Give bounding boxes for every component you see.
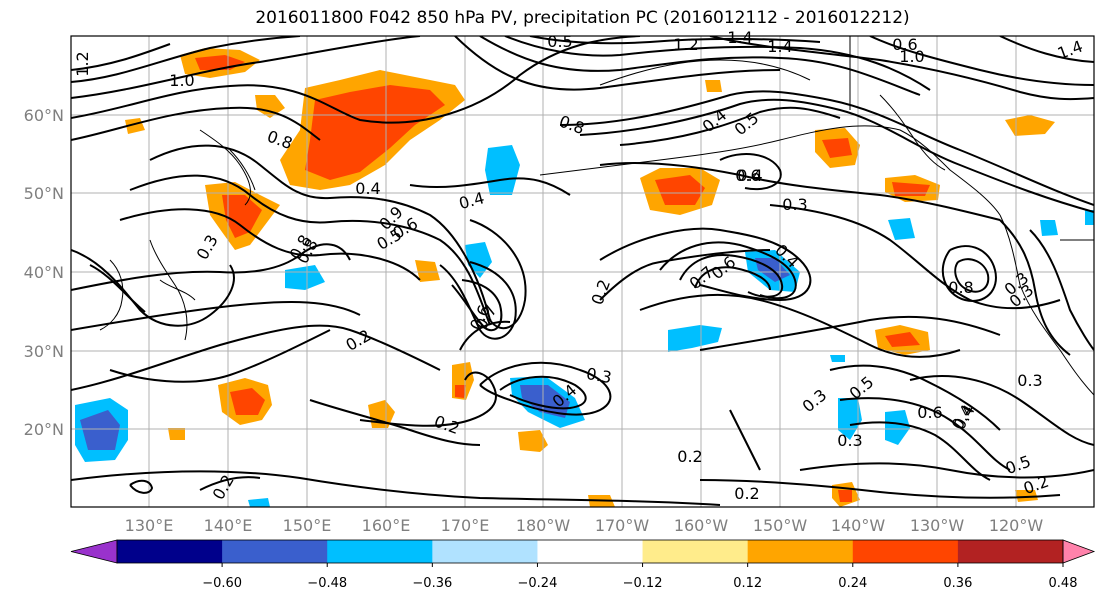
- contour-label: 0.2: [734, 484, 759, 503]
- map-title: 2016011800 F042 850 hPa PV, precipitatio…: [255, 8, 910, 28]
- contour-label: 0.3: [799, 385, 831, 416]
- contour-label: 0.6: [735, 166, 760, 185]
- contour-label: 1.4: [767, 37, 792, 56]
- colorbar-tick-label: 0.36: [943, 576, 972, 591]
- contour-label: 0.4: [355, 179, 380, 198]
- contour-label: 0.2: [209, 471, 238, 503]
- contour-label: 1.2: [73, 51, 92, 76]
- contour-label: 0.3: [782, 195, 807, 214]
- lon-label: 130°W: [910, 516, 965, 535]
- latitude-labels: 60°N 50°N 40°N 30°N 20°N: [24, 106, 64, 439]
- lon-label: 160°W: [674, 516, 729, 535]
- colorbar-tick-label: −0.36: [412, 576, 452, 591]
- contour-label: 0.6: [892, 35, 917, 54]
- colorbar-segment: [70, 539, 118, 564]
- lat-label: 30°N: [24, 342, 64, 361]
- lon-label: 150°W: [753, 516, 808, 535]
- contour-labels: 1.21.00.5 1.2 1.4 1.4 0.61.0 1.40.80.80.4 0.40…: [73, 28, 1085, 503]
- colorbar-tick-label: −0.12: [623, 576, 663, 591]
- contour-label: 0.2: [432, 412, 462, 439]
- contour-label: 0.3: [1017, 371, 1042, 390]
- colorbar-segment: [642, 540, 749, 563]
- colorbar-segment: [852, 540, 959, 563]
- lon-label: 150°E: [283, 516, 332, 535]
- contour-label: 0.4: [737, 166, 762, 185]
- contour-label: 1.0: [899, 47, 924, 66]
- lon-label: 160°E: [362, 516, 411, 535]
- contour-label: 1.4: [727, 28, 752, 47]
- colorbar-labels: −0.60 −0.48 −0.36 −0.24 −0.12 0.12 0.24 0.36 0.4…: [202, 563, 1078, 591]
- colorbar-tick-label: 0.48: [1049, 576, 1078, 591]
- lat-label: 20°N: [24, 420, 64, 439]
- coastlines: [99, 36, 1094, 396]
- contour-label: 0.5: [547, 32, 572, 51]
- lat-label: 40°N: [24, 263, 64, 282]
- colorbar-segment: [537, 540, 644, 563]
- lat-label: 60°N: [24, 106, 64, 125]
- longitude-labels: 130°E 140°E 150°E 160°E 170°E 180°W 170°W 160°W…: [125, 516, 1044, 535]
- lon-label: 180°W: [516, 516, 571, 535]
- lat-label: 50°N: [24, 184, 64, 203]
- contour-label: 1.2: [673, 35, 698, 54]
- colorbar-segment: [222, 540, 328, 563]
- contour-label: 0.4: [457, 188, 487, 213]
- lon-label: 130°E: [125, 516, 174, 535]
- colorbar-tick-label: 0.24: [838, 576, 867, 591]
- colorbar-frame: [116, 539, 1064, 564]
- contour-label: 0.5: [1003, 452, 1033, 479]
- contour-label: 0.3: [193, 231, 222, 263]
- contour-label: 0.3: [837, 431, 862, 450]
- lon-label: 140°E: [204, 516, 253, 535]
- contour-label: 0.8: [948, 278, 973, 297]
- colorbar-segment: [327, 540, 433, 563]
- colorbar-tick-label: −0.24: [518, 576, 558, 591]
- colorbar-segment: [957, 540, 1064, 563]
- precipitation-shading: [75, 48, 1094, 507]
- lon-label: 120°W: [989, 516, 1044, 535]
- contour-label: 0.3: [585, 364, 613, 387]
- lon-label: 170°W: [595, 516, 650, 535]
- map-frame: [70, 35, 1095, 508]
- pv-contours: [71, 36, 1094, 506]
- colorbar-segment: [117, 540, 223, 563]
- lon-label: 170°E: [441, 516, 490, 535]
- contour-label: 0.2: [1021, 472, 1051, 499]
- lon-label: 140°W: [831, 516, 886, 535]
- colorbar-segment: [1062, 539, 1096, 564]
- contour-label: 0.2: [677, 447, 702, 466]
- colorbar-segment: [432, 540, 538, 563]
- colorbar-tick-label: −0.60: [202, 576, 242, 591]
- contour-label: 1.4: [1055, 37, 1085, 64]
- colorbar-segment: [747, 540, 854, 563]
- colorbar-tick-label: −0.48: [307, 576, 347, 591]
- contour-label: 0.6: [917, 403, 942, 422]
- colorbar-tick-label: 0.12: [733, 576, 762, 591]
- colorbar: [70, 539, 1096, 564]
- contour-label: 0.2: [588, 277, 615, 307]
- contour-label: 1.0: [169, 71, 194, 90]
